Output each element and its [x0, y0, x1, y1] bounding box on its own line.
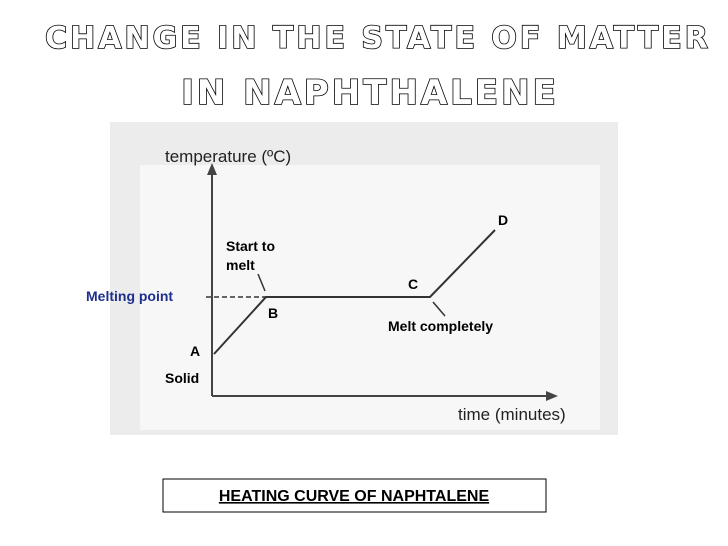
annotation: Melting point: [86, 288, 173, 304]
title-line-2: IN NAPHTHALENE: [181, 73, 559, 113]
arrow-c: [432, 301, 446, 317]
y-axis-arrow: [207, 163, 217, 175]
heating-curve: [213, 229, 496, 355]
point-label: A: [190, 343, 200, 359]
annotation: Start to: [226, 238, 275, 254]
x-axis-arrow: [546, 391, 558, 401]
arrow-b: [257, 273, 266, 292]
caption-box: [162, 478, 547, 513]
point-label: B: [268, 305, 278, 321]
annotation: melt: [226, 257, 255, 273]
point-label: C: [408, 276, 418, 292]
caption: HEATING CURVE OF NAPHTALENE: [219, 488, 490, 505]
y-axis-label: temperature (ºC): [165, 147, 291, 166]
point-label: D: [498, 212, 508, 228]
annotation: Solid: [165, 370, 199, 386]
x-axis-label: time (minutes): [458, 405, 566, 424]
title-line-1: CHANGE IN THE STATE OF MATTER: [45, 21, 711, 56]
annotation: Melt completely: [388, 318, 493, 334]
